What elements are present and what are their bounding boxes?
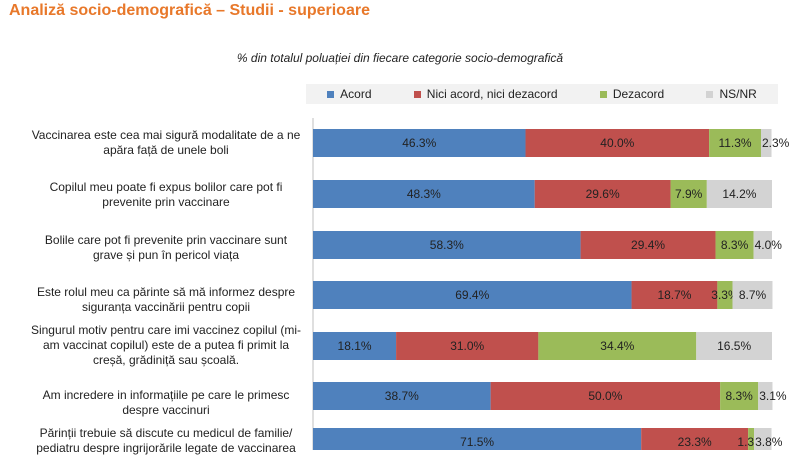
data-label: 4.0%: [755, 238, 783, 252]
bar-segment: [760, 129, 772, 157]
data-label: 8.7%: [739, 288, 767, 302]
legend-item-nsnr: NS/NR: [706, 87, 757, 101]
bar-segment: [754, 428, 772, 450]
bar-segment: [758, 382, 773, 410]
bar-segment: [580, 231, 716, 259]
bar-segment: [706, 180, 772, 208]
bar-segment: [313, 180, 535, 208]
bar-segment: [313, 332, 397, 360]
bar-segment: [748, 428, 755, 450]
page-title: Analiză socio-demografică – Studii - sup…: [9, 2, 370, 19]
category-label: Vaccinarea este cea mai sigură modalitat…: [31, 128, 301, 157]
data-label: 58.3%: [430, 238, 464, 252]
legend-item-acord: Acord: [327, 87, 372, 101]
bar-segment: [641, 428, 749, 450]
category-label: Am incredere in informațiile pe care le …: [42, 388, 290, 417]
data-label: 18.1%: [338, 339, 372, 353]
bar-segment: [313, 129, 526, 157]
chart-legend: Acord Nici acord, nici dezacord Dezacord…: [306, 84, 778, 104]
bar-segment: [313, 231, 581, 259]
data-label: 11.3%: [718, 136, 751, 150]
bar-segment: [720, 382, 759, 410]
data-label: 3.3%: [711, 288, 739, 302]
bar-segment: [753, 231, 772, 259]
data-label: 31.0%: [450, 339, 484, 353]
legend-item-dezacord: Dezacord: [599, 87, 665, 101]
bar-segment: [717, 281, 733, 309]
data-label: 18.7%: [657, 288, 691, 302]
data-label: 8.3%: [721, 238, 749, 252]
data-label: 50.0%: [588, 389, 622, 403]
category-label: Copilul meu poate fi expus bolilor care …: [49, 180, 283, 209]
legend-swatch: [413, 90, 421, 98]
bar-segment: [313, 281, 632, 309]
category-label: Singurul motiv pentru care imi vaccinez …: [30, 323, 302, 367]
legend-swatch: [706, 90, 714, 98]
bar-segment: [313, 428, 642, 450]
data-label: 3.8%: [755, 435, 783, 449]
bar-segment: [732, 281, 773, 309]
data-label: 29.4%: [631, 238, 665, 252]
bar-segment: [715, 231, 754, 259]
category-label: Bolile care pot fi prevenite prin vaccin…: [44, 233, 288, 262]
data-label: 8.3%: [726, 389, 754, 403]
data-label: 3.1%: [759, 389, 787, 403]
legend-swatch: [599, 90, 607, 98]
data-label: 23.3%: [678, 435, 712, 449]
bar-segment: [696, 332, 772, 360]
legend-swatch: [327, 90, 335, 98]
data-label: 48.3%: [407, 187, 441, 201]
data-label: 14.2%: [722, 187, 756, 201]
bar-segment: [670, 180, 707, 208]
category-label: Este rolul meu ca părinte să mă informez…: [36, 285, 296, 314]
data-label: 16.5%: [717, 339, 751, 353]
data-label: 2.3%: [762, 136, 790, 150]
legend-label: NS/NR: [719, 87, 757, 101]
chart-subtitle: % din totalul poluației din fiecare cate…: [236, 51, 564, 65]
data-label: 38.7%: [385, 389, 419, 403]
bar-segment: [538, 332, 697, 360]
bar-segment: [490, 382, 721, 410]
legend-label: Acord: [340, 87, 372, 101]
bar-segment: [709, 129, 761, 157]
bar-segment: [525, 129, 710, 157]
data-label: 29.6%: [586, 187, 620, 201]
bar-segment: [631, 281, 718, 309]
data-label: 71.5%: [460, 435, 494, 449]
legend-item-nici: Nici acord, nici dezacord: [413, 87, 558, 101]
bar-segment: [313, 382, 491, 410]
legend-label: Nici acord, nici dezacord: [426, 87, 558, 101]
data-label: 46.3%: [402, 136, 436, 150]
legend-label: Dezacord: [612, 87, 665, 101]
data-label: 40.0%: [600, 136, 634, 150]
data-label: 69.4%: [455, 288, 489, 302]
data-label: 7.9%: [675, 187, 703, 201]
data-label: 34.4%: [600, 339, 634, 353]
bar-segment: [396, 332, 539, 360]
bar-segment: [534, 180, 671, 208]
